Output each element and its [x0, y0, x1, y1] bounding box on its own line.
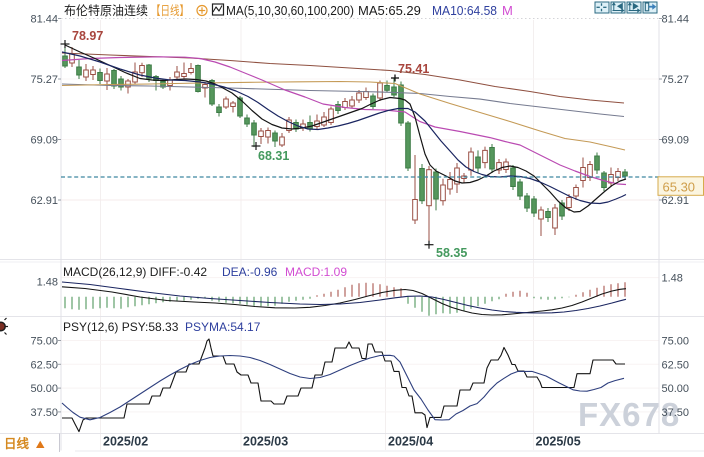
svg-text:65.30: 65.30: [663, 180, 696, 195]
svg-text:DEA:-0.96: DEA:-0.96: [222, 265, 278, 279]
svg-text:2025/02: 2025/02: [103, 435, 148, 449]
svg-text:58.35: 58.35: [436, 246, 467, 260]
svg-text:78.97: 78.97: [72, 29, 103, 43]
svg-text:75.00: 75.00: [662, 336, 690, 348]
svg-text:2025/03: 2025/03: [243, 435, 288, 449]
svg-text:81.44: 81.44: [30, 14, 58, 26]
svg-text:75.27: 75.27: [662, 74, 690, 86]
svg-text:75.00: 75.00: [30, 336, 58, 348]
svg-text:37.50: 37.50: [662, 407, 690, 419]
svg-text:MACD:1.09: MACD:1.09: [285, 265, 347, 279]
svg-text:69.09: 69.09: [30, 135, 58, 147]
svg-text:PSY(12,6) PSY:58.33: PSY(12,6) PSY:58.33: [63, 320, 179, 334]
svg-text:FX678: FX678: [578, 396, 680, 433]
svg-text:50.00: 50.00: [662, 383, 690, 395]
svg-text:62.91: 62.91: [662, 195, 690, 207]
svg-text:【日线】: 【日线】: [151, 4, 189, 18]
svg-text:68.31: 68.31: [258, 149, 289, 163]
svg-text:69.09: 69.09: [662, 135, 690, 147]
svg-text:2025/04: 2025/04: [388, 435, 433, 449]
svg-text:日线: 日线: [4, 436, 30, 451]
svg-text:M: M: [502, 3, 513, 18]
svg-text:MA(5,10,30,60,100,200): MA(5,10,30,60,100,200): [226, 3, 354, 18]
svg-text:布伦特原油连续: 布伦特原油连续: [64, 3, 148, 18]
svg-text:75.41: 75.41: [398, 62, 429, 76]
svg-text:1.48: 1.48: [662, 273, 683, 285]
svg-text:PSYMA:54.17: PSYMA:54.17: [185, 320, 261, 334]
svg-text:75.27: 75.27: [30, 74, 58, 86]
svg-text:62.50: 62.50: [30, 359, 58, 371]
svg-text:50.00: 50.00: [30, 383, 58, 395]
svg-text:1.48: 1.48: [37, 277, 58, 289]
svg-text:81.44: 81.44: [662, 14, 690, 26]
svg-text:2025/05: 2025/05: [536, 435, 581, 449]
svg-text:62.91: 62.91: [30, 195, 58, 207]
svg-text:MA10:64.58: MA10:64.58: [432, 3, 497, 18]
svg-text:37.50: 37.50: [30, 407, 58, 419]
svg-text:62.50: 62.50: [662, 359, 690, 371]
svg-text:MACD(26,12,9) DIFF:-0.42: MACD(26,12,9) DIFF:-0.42: [63, 265, 207, 279]
svg-text:MA5:65.29: MA5:65.29: [358, 3, 421, 18]
